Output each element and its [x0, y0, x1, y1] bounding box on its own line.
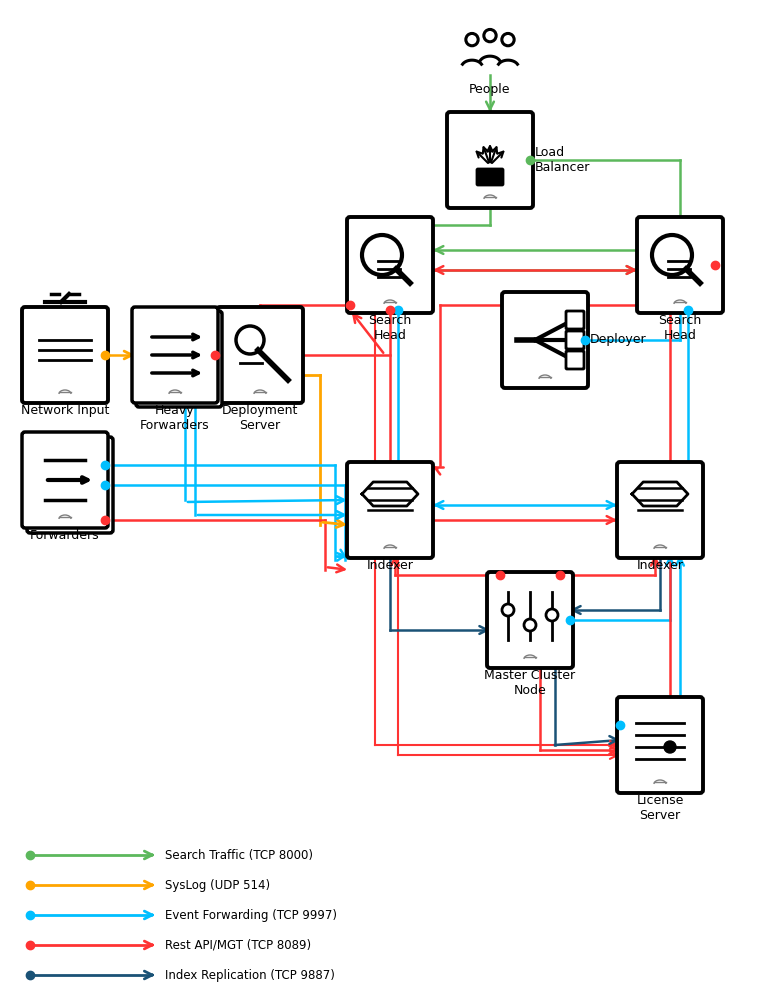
Text: License
Server: License Server [636, 794, 683, 822]
Text: Load
Balancer: Load Balancer [535, 146, 591, 174]
FancyBboxPatch shape [566, 311, 584, 329]
FancyBboxPatch shape [502, 292, 588, 388]
Text: Indexer: Indexer [366, 559, 414, 572]
Text: Search
Head: Search Head [369, 314, 412, 342]
FancyBboxPatch shape [347, 462, 433, 558]
Circle shape [664, 741, 676, 753]
FancyBboxPatch shape [27, 437, 113, 533]
Circle shape [546, 609, 558, 621]
FancyBboxPatch shape [477, 169, 503, 185]
Text: Event Forwarding (TCP 9997): Event Forwarding (TCP 9997) [165, 908, 337, 921]
FancyBboxPatch shape [566, 351, 584, 369]
FancyBboxPatch shape [132, 307, 218, 403]
FancyBboxPatch shape [217, 307, 303, 403]
FancyBboxPatch shape [617, 462, 703, 558]
Text: Deployer: Deployer [590, 334, 647, 347]
Text: Master Cluster
Node: Master Cluster Node [485, 669, 576, 697]
Text: Forwarders: Forwarders [30, 529, 100, 542]
FancyBboxPatch shape [136, 311, 222, 407]
Text: Indexer: Indexer [636, 559, 683, 572]
Circle shape [524, 619, 536, 631]
FancyBboxPatch shape [347, 217, 433, 313]
FancyBboxPatch shape [22, 307, 108, 403]
FancyBboxPatch shape [447, 112, 533, 208]
Text: Index Replication (TCP 9887): Index Replication (TCP 9887) [165, 968, 335, 981]
Text: Search
Head: Search Head [659, 314, 702, 342]
Circle shape [502, 604, 514, 616]
Text: Deployment
Server: Deployment Server [222, 404, 298, 432]
Text: Network Input: Network Input [21, 404, 109, 417]
Text: SysLog (UDP 514): SysLog (UDP 514) [165, 878, 270, 891]
FancyBboxPatch shape [617, 697, 703, 793]
Text: Heavy
Forwarders: Heavy Forwarders [140, 404, 209, 432]
Text: Rest API/MGT (TCP 8089): Rest API/MGT (TCP 8089) [165, 938, 311, 951]
Text: People: People [469, 83, 511, 96]
FancyBboxPatch shape [637, 217, 723, 313]
Text: Search Traffic (TCP 8000): Search Traffic (TCP 8000) [165, 848, 313, 861]
FancyBboxPatch shape [566, 331, 584, 349]
FancyBboxPatch shape [22, 432, 108, 528]
FancyBboxPatch shape [487, 572, 573, 668]
